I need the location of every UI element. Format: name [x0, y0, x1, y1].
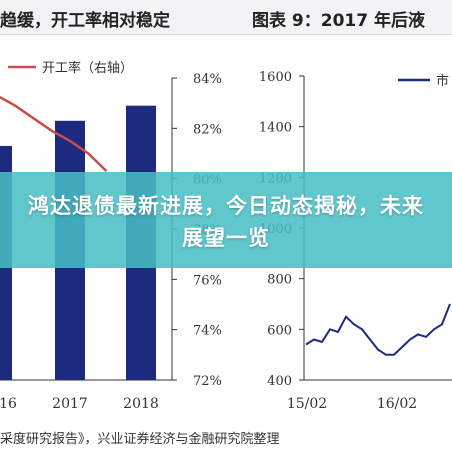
- y-tick-label: 76%: [193, 273, 222, 288]
- legend-label: 市: [436, 73, 449, 89]
- x-tick-label: 2017: [52, 396, 88, 412]
- x-tick-label: 2018: [123, 396, 159, 412]
- x-tick-label: 16: [0, 396, 17, 412]
- right-figure-caption: 图表 9：2017 年后液: [252, 11, 425, 31]
- left-figure-caption: 趋缓，开工率相对稳定: [0, 11, 170, 31]
- x-tick-label: 16/02: [377, 396, 417, 412]
- caption-bar: 趋缓，开工率相对稳定 图表 9：2017 年后液: [0, 0, 452, 35]
- y-tick-label: 600: [267, 323, 292, 338]
- headline-title: 鸿达退债最新进展，今日动态揭秘，未来展望一览: [28, 194, 424, 250]
- legend-label: 开工率（右轴）: [42, 60, 133, 76]
- series-line-price: [305, 303, 451, 356]
- source-note: 采度研究报告》，兴业证券经济与金融研究院整理: [0, 432, 280, 447]
- headline-banner: 鸿达退债最新进展，今日动态揭秘，未来展望一览: [0, 172, 452, 268]
- y-tick-label: 1600: [259, 70, 292, 85]
- series-line-operating-rate: [0, 95, 108, 172]
- y-tick-label: 1400: [259, 121, 292, 136]
- x-tick-label: 15/02: [287, 396, 327, 412]
- y-tick-label: 84%: [193, 72, 222, 87]
- y-tick-label: 74%: [193, 324, 222, 339]
- y-tick-label: 800: [267, 273, 292, 288]
- y-tick-label: 82%: [193, 122, 222, 137]
- y-tick-label: 400: [267, 374, 292, 389]
- y-tick-label: 72%: [193, 374, 222, 389]
